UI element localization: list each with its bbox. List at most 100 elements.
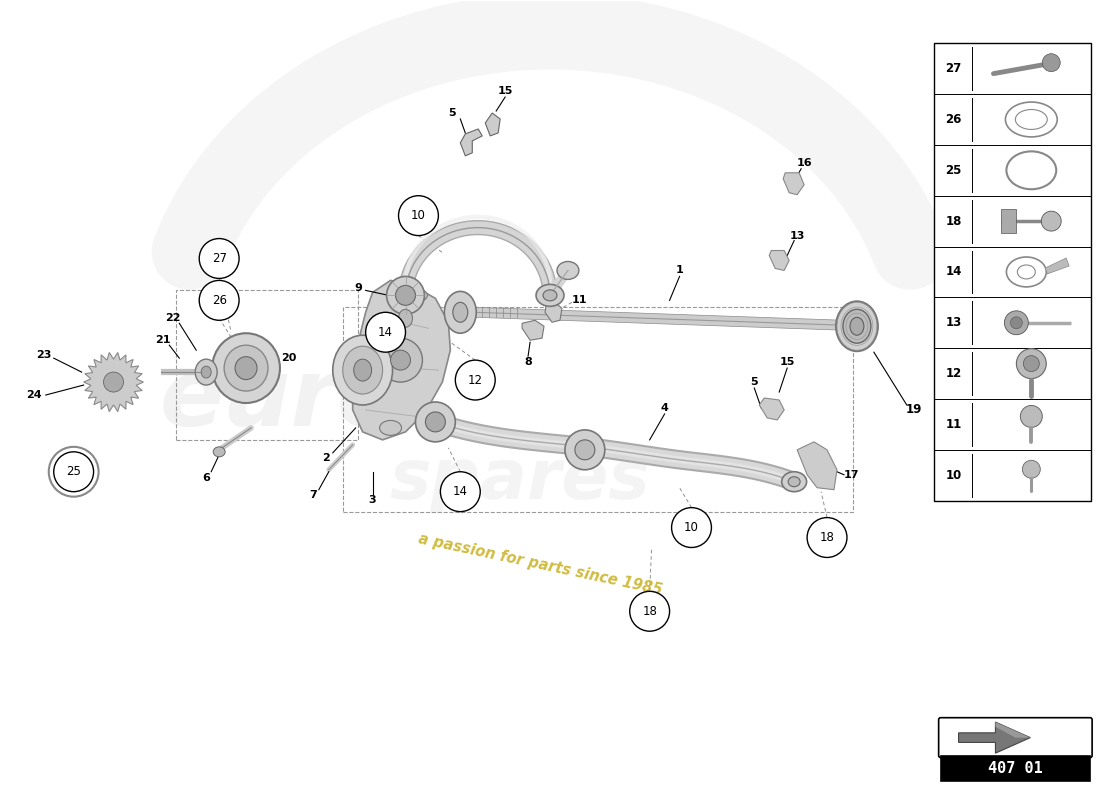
Text: 6: 6 bbox=[202, 473, 210, 482]
Text: 24: 24 bbox=[26, 390, 42, 400]
Polygon shape bbox=[759, 398, 784, 420]
Circle shape bbox=[365, 312, 406, 352]
Text: 16: 16 bbox=[796, 158, 812, 168]
Text: 407 01: 407 01 bbox=[988, 761, 1043, 776]
Circle shape bbox=[54, 452, 94, 492]
Circle shape bbox=[199, 238, 239, 278]
Ellipse shape bbox=[201, 366, 211, 378]
Text: 1: 1 bbox=[675, 266, 683, 275]
Circle shape bbox=[672, 508, 712, 547]
Text: 18: 18 bbox=[642, 605, 657, 618]
Text: spares: spares bbox=[389, 446, 650, 514]
Text: 14: 14 bbox=[453, 485, 468, 498]
Text: 26: 26 bbox=[211, 294, 227, 307]
Text: 5: 5 bbox=[750, 377, 758, 387]
Polygon shape bbox=[1045, 258, 1069, 274]
Ellipse shape bbox=[235, 357, 257, 379]
Ellipse shape bbox=[397, 288, 428, 303]
Text: 15: 15 bbox=[497, 86, 513, 96]
Circle shape bbox=[1011, 317, 1022, 329]
Text: 9: 9 bbox=[354, 283, 363, 294]
Ellipse shape bbox=[536, 285, 564, 306]
Circle shape bbox=[1042, 211, 1062, 231]
Polygon shape bbox=[958, 722, 1031, 738]
Circle shape bbox=[1004, 311, 1028, 334]
Polygon shape bbox=[769, 250, 789, 270]
Ellipse shape bbox=[212, 334, 279, 403]
Circle shape bbox=[575, 440, 595, 460]
Text: 10: 10 bbox=[411, 209, 426, 222]
Text: 4: 4 bbox=[661, 403, 669, 413]
Text: 10: 10 bbox=[946, 469, 961, 482]
Circle shape bbox=[1021, 406, 1043, 427]
Text: euro: euro bbox=[160, 354, 403, 446]
Circle shape bbox=[1022, 460, 1041, 478]
Text: 19: 19 bbox=[905, 403, 922, 417]
FancyBboxPatch shape bbox=[938, 718, 1092, 758]
Text: 27: 27 bbox=[946, 62, 961, 75]
Circle shape bbox=[426, 412, 446, 432]
Text: 7: 7 bbox=[309, 490, 317, 500]
Text: 11: 11 bbox=[572, 295, 587, 306]
Text: 17: 17 bbox=[844, 470, 859, 480]
Ellipse shape bbox=[333, 335, 393, 405]
Text: 14: 14 bbox=[945, 266, 961, 278]
Circle shape bbox=[396, 286, 416, 306]
Text: 2: 2 bbox=[322, 453, 330, 462]
Text: 18: 18 bbox=[820, 531, 835, 544]
Text: 5: 5 bbox=[449, 108, 456, 118]
Circle shape bbox=[629, 591, 670, 631]
Bar bbox=[934, 43, 1091, 501]
Text: 25: 25 bbox=[945, 164, 961, 177]
Text: 14: 14 bbox=[378, 326, 393, 338]
Ellipse shape bbox=[843, 310, 871, 343]
Text: 10: 10 bbox=[684, 521, 699, 534]
Circle shape bbox=[440, 472, 481, 512]
Text: 12: 12 bbox=[946, 367, 961, 380]
Text: 11: 11 bbox=[946, 418, 961, 431]
Ellipse shape bbox=[850, 318, 864, 335]
Circle shape bbox=[455, 360, 495, 400]
Text: 23: 23 bbox=[36, 350, 52, 360]
Text: 15: 15 bbox=[780, 357, 795, 367]
Polygon shape bbox=[353, 281, 450, 440]
Polygon shape bbox=[544, 303, 562, 322]
Circle shape bbox=[1016, 349, 1046, 378]
Polygon shape bbox=[460, 129, 482, 156]
Ellipse shape bbox=[379, 421, 401, 435]
Text: 8: 8 bbox=[525, 357, 532, 367]
Circle shape bbox=[378, 338, 422, 382]
Circle shape bbox=[416, 402, 455, 442]
Text: 22: 22 bbox=[166, 314, 182, 323]
Circle shape bbox=[1043, 54, 1060, 72]
Ellipse shape bbox=[789, 477, 800, 486]
Text: 25: 25 bbox=[66, 466, 81, 478]
Ellipse shape bbox=[543, 290, 557, 301]
Circle shape bbox=[386, 277, 425, 314]
Circle shape bbox=[1023, 356, 1040, 371]
Ellipse shape bbox=[453, 302, 468, 322]
Polygon shape bbox=[958, 722, 1031, 753]
Text: 12: 12 bbox=[468, 374, 483, 386]
Text: a passion for parts since 1985: a passion for parts since 1985 bbox=[417, 531, 663, 598]
Ellipse shape bbox=[836, 302, 878, 351]
Circle shape bbox=[390, 350, 410, 370]
Ellipse shape bbox=[343, 346, 383, 394]
Circle shape bbox=[103, 372, 123, 392]
Bar bbox=[940, 755, 1090, 781]
Circle shape bbox=[199, 281, 239, 320]
Polygon shape bbox=[1001, 209, 1016, 233]
Text: 13: 13 bbox=[946, 316, 961, 330]
Circle shape bbox=[807, 518, 847, 558]
Ellipse shape bbox=[444, 291, 476, 334]
Text: 18: 18 bbox=[945, 214, 961, 228]
Text: 26: 26 bbox=[945, 113, 961, 126]
Polygon shape bbox=[522, 320, 544, 340]
Text: 13: 13 bbox=[790, 230, 805, 241]
Text: 21: 21 bbox=[155, 335, 172, 346]
Ellipse shape bbox=[398, 310, 412, 327]
Text: 20: 20 bbox=[282, 353, 297, 363]
Ellipse shape bbox=[354, 359, 372, 381]
Circle shape bbox=[565, 430, 605, 470]
Text: 3: 3 bbox=[368, 494, 376, 505]
